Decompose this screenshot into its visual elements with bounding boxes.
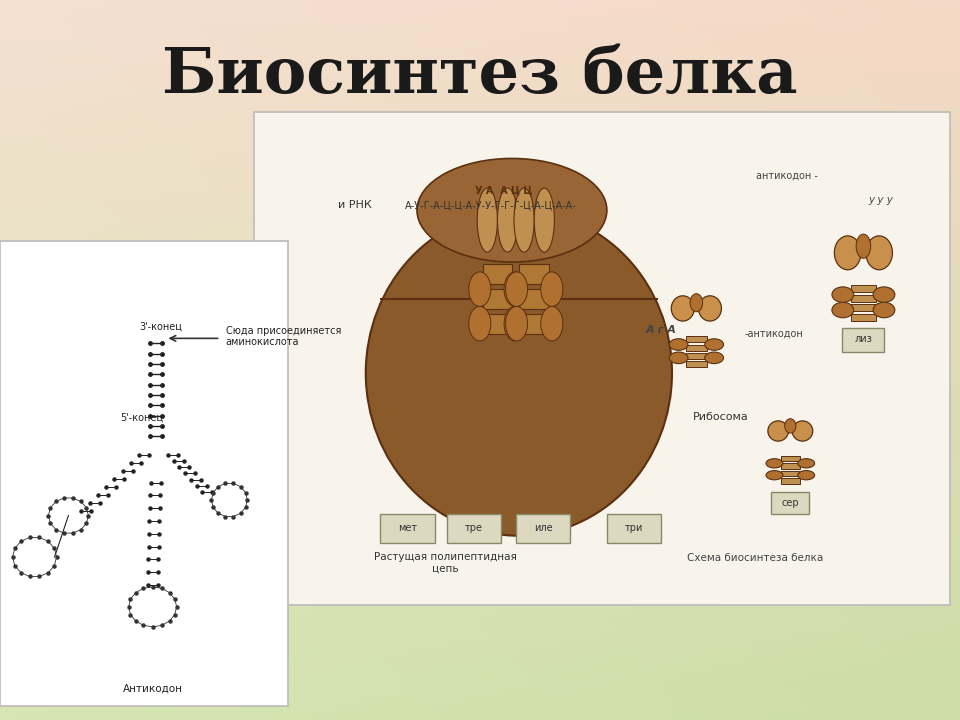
Ellipse shape — [798, 471, 815, 480]
Ellipse shape — [669, 339, 688, 351]
FancyBboxPatch shape — [0, 241, 288, 706]
Text: А г А: А г А — [646, 325, 677, 336]
Text: у у у: у у у — [869, 195, 893, 205]
Text: Биосинтез белка: Биосинтез белка — [162, 45, 798, 106]
Ellipse shape — [504, 307, 526, 341]
Text: Сюда присоединяется
аминокислота: Сюда присоединяется аминокислота — [226, 325, 341, 347]
FancyBboxPatch shape — [685, 361, 707, 367]
FancyBboxPatch shape — [483, 264, 512, 284]
Text: 3'-конец: 3'-конец — [139, 321, 182, 331]
Ellipse shape — [506, 272, 528, 307]
Ellipse shape — [856, 234, 871, 258]
Ellipse shape — [784, 418, 796, 433]
Ellipse shape — [417, 158, 607, 262]
Ellipse shape — [834, 236, 861, 270]
Ellipse shape — [671, 296, 694, 321]
Text: Антикодон: Антикодон — [123, 683, 182, 693]
Text: А-У-Г-А-Ц-Ц-А-У-У-Г-Г-Г-Ц-А-Ц-А-А-: А-У-Г-А-Ц-Ц-А-У-У-Г-Г-Г-Ц-А-Ц-А-А- — [405, 200, 577, 210]
FancyBboxPatch shape — [483, 314, 512, 333]
Text: 5'-конец: 5'-конец — [121, 413, 163, 423]
Text: сер: сер — [781, 498, 799, 508]
Text: иле: иле — [534, 523, 553, 534]
FancyBboxPatch shape — [771, 492, 809, 513]
FancyBboxPatch shape — [852, 285, 876, 292]
FancyBboxPatch shape — [519, 264, 549, 284]
Text: тре: тре — [465, 523, 483, 534]
FancyBboxPatch shape — [843, 328, 884, 352]
Ellipse shape — [699, 296, 722, 321]
Text: Рибосома: Рибосома — [693, 413, 749, 423]
FancyBboxPatch shape — [685, 345, 707, 351]
FancyBboxPatch shape — [852, 305, 876, 311]
Text: и РНК: и РНК — [338, 200, 372, 210]
FancyBboxPatch shape — [516, 514, 570, 543]
Ellipse shape — [766, 459, 782, 468]
Ellipse shape — [477, 188, 497, 252]
Text: Растущая полипептидная
цепь: Растущая полипептидная цепь — [374, 552, 517, 574]
Text: У А  А Ц Ц: У А А Ц Ц — [475, 186, 532, 196]
Ellipse shape — [468, 307, 491, 341]
FancyBboxPatch shape — [781, 478, 800, 484]
FancyBboxPatch shape — [380, 514, 435, 543]
Text: три: три — [625, 523, 643, 534]
FancyBboxPatch shape — [519, 289, 549, 309]
Ellipse shape — [468, 272, 491, 307]
FancyBboxPatch shape — [446, 514, 501, 543]
FancyBboxPatch shape — [852, 314, 876, 321]
Ellipse shape — [506, 307, 528, 341]
FancyBboxPatch shape — [685, 353, 707, 359]
Ellipse shape — [540, 272, 563, 307]
Ellipse shape — [798, 459, 815, 468]
Ellipse shape — [873, 287, 895, 302]
Text: лиз: лиз — [854, 334, 873, 344]
Text: мет: мет — [398, 523, 417, 534]
Ellipse shape — [690, 294, 703, 312]
FancyBboxPatch shape — [781, 456, 800, 462]
Ellipse shape — [705, 339, 724, 351]
FancyBboxPatch shape — [685, 336, 707, 342]
Ellipse shape — [514, 188, 534, 252]
FancyBboxPatch shape — [781, 471, 800, 476]
Ellipse shape — [540, 307, 563, 341]
Text: антикодон -: антикодон - — [756, 171, 817, 181]
Text: -антикодон: -антикодон — [744, 328, 804, 338]
Ellipse shape — [669, 352, 688, 364]
Ellipse shape — [766, 471, 782, 480]
Ellipse shape — [705, 352, 724, 364]
Ellipse shape — [866, 236, 893, 270]
FancyBboxPatch shape — [607, 514, 660, 543]
Ellipse shape — [768, 421, 788, 441]
Ellipse shape — [366, 210, 672, 536]
FancyBboxPatch shape — [852, 294, 876, 302]
Ellipse shape — [832, 287, 853, 302]
Ellipse shape — [792, 421, 813, 441]
Text: Схема биосинтеза белка: Схема биосинтеза белка — [687, 553, 824, 563]
FancyBboxPatch shape — [483, 289, 512, 309]
FancyBboxPatch shape — [254, 112, 950, 605]
Ellipse shape — [534, 188, 555, 252]
FancyBboxPatch shape — [781, 463, 800, 469]
Ellipse shape — [504, 272, 526, 307]
Ellipse shape — [832, 302, 853, 318]
Ellipse shape — [873, 302, 895, 318]
FancyBboxPatch shape — [519, 314, 549, 333]
Ellipse shape — [497, 188, 517, 252]
